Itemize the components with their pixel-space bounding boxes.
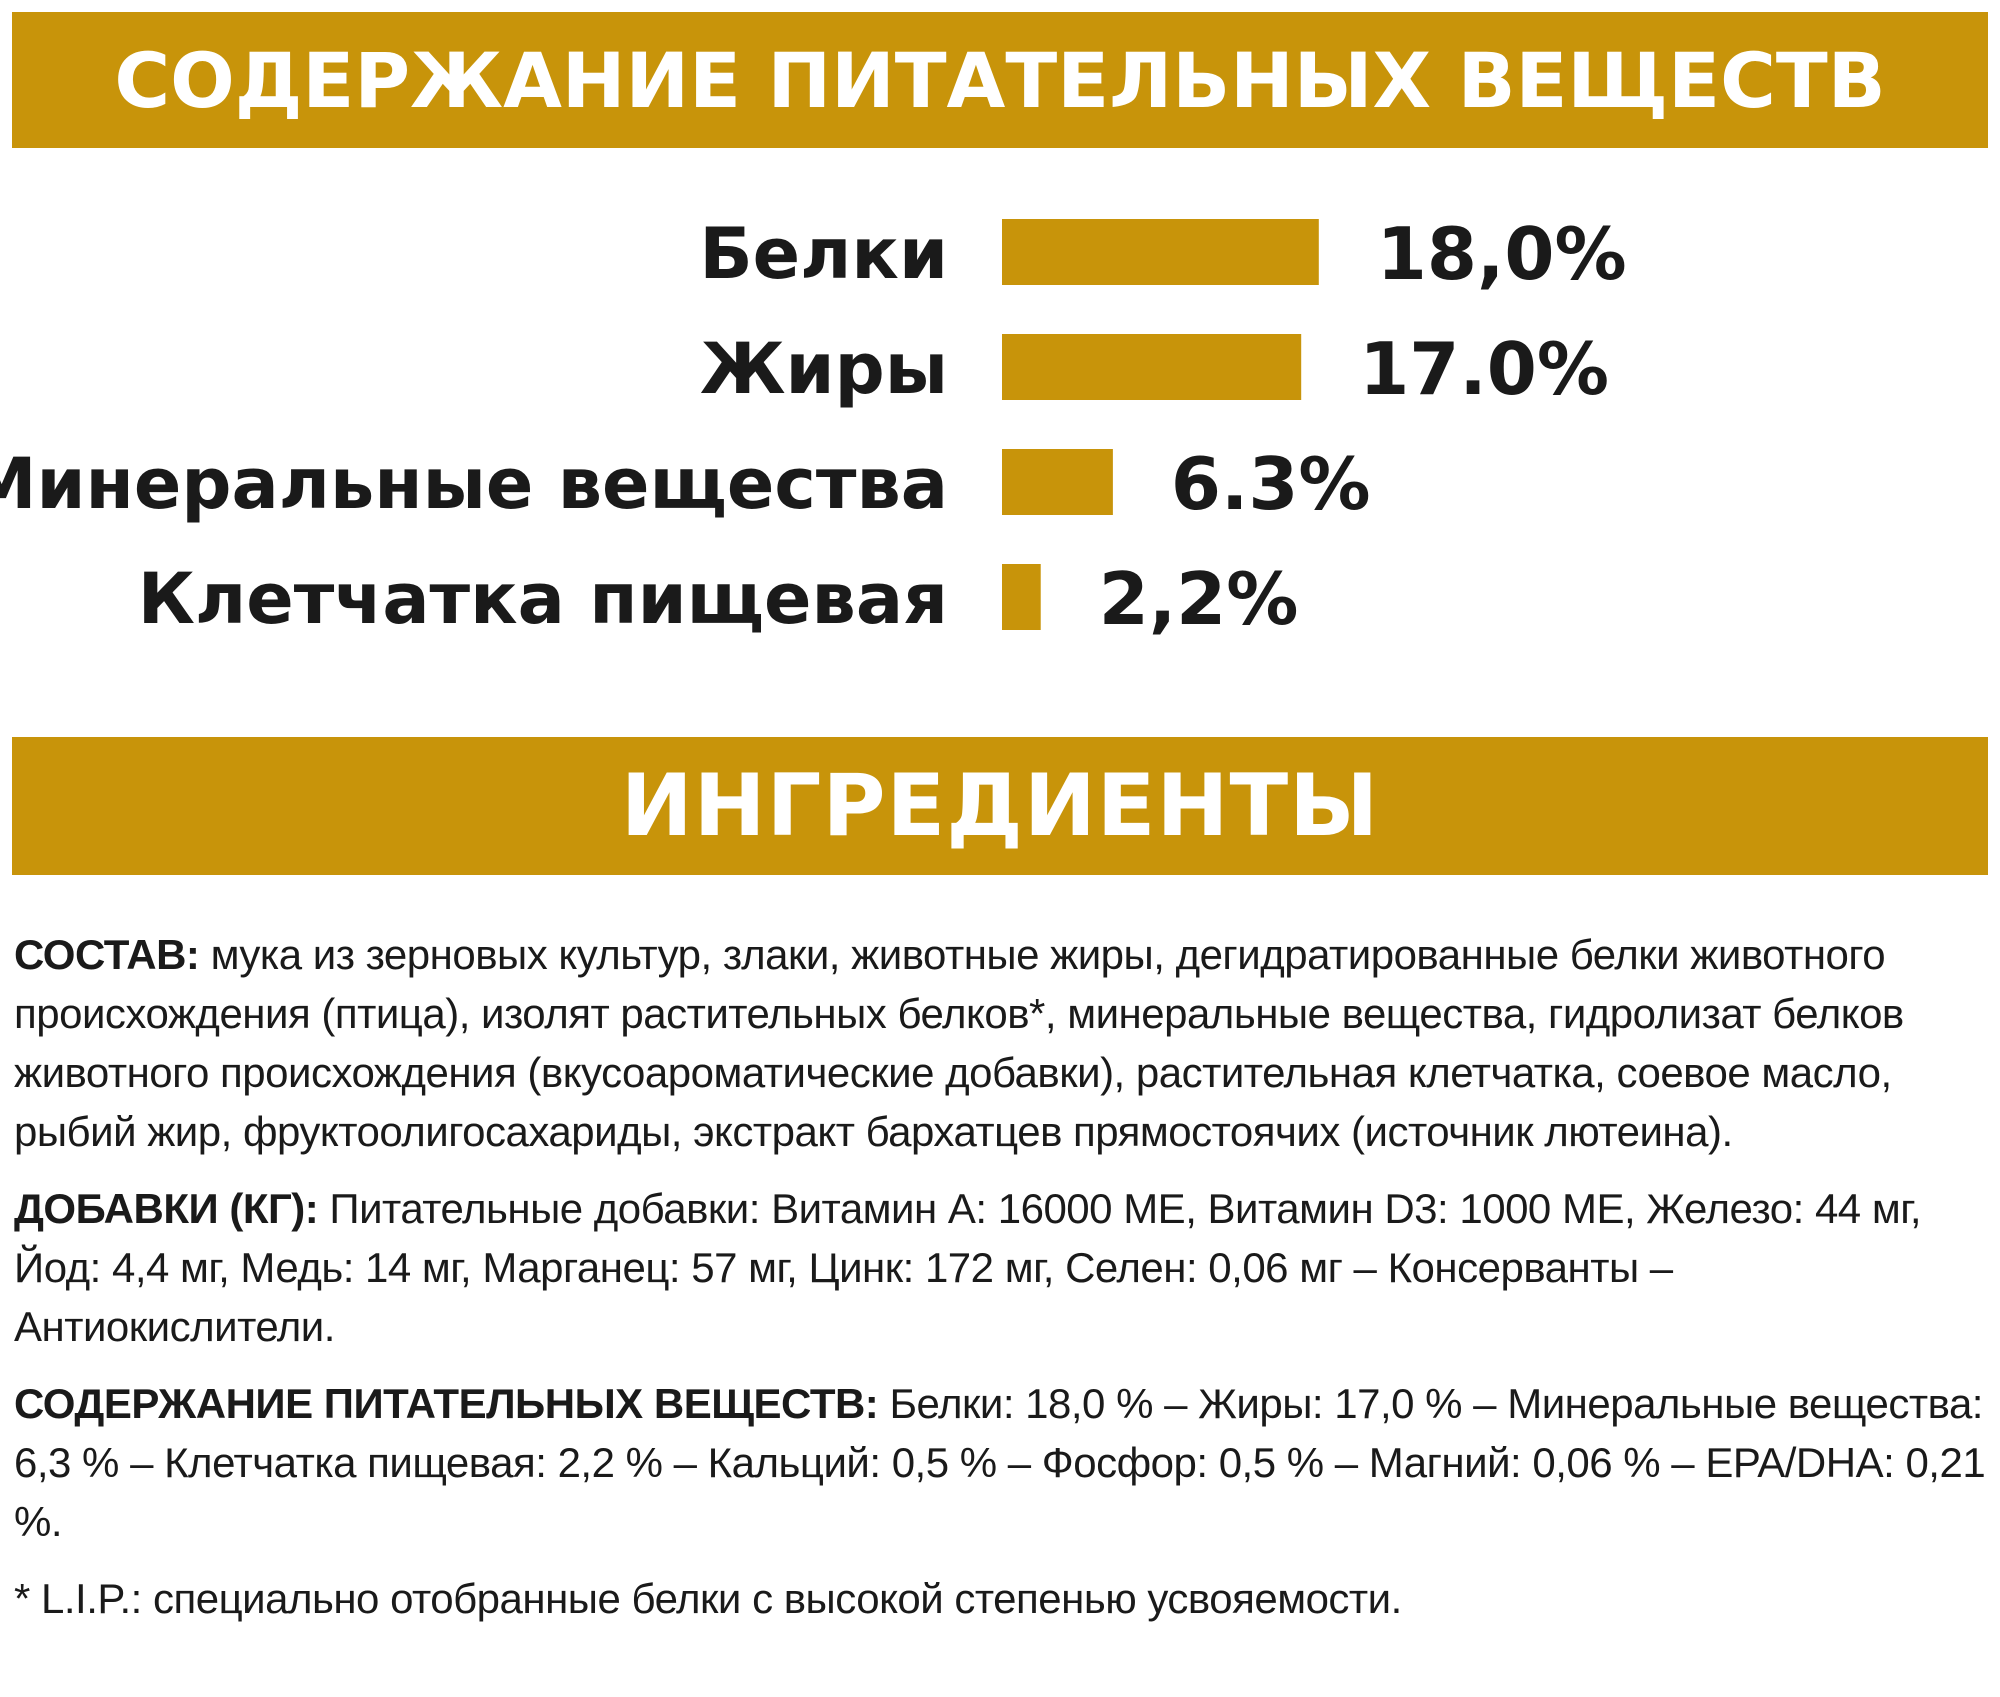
ingredients-header: ИНГРЕДИЕНТЫ (12, 737, 1988, 875)
bar (1002, 219, 1319, 285)
nutrients-label: СОДЕРЖАНИЕ ПИТАТЕЛЬНЫХ ВЕЩЕСТВ: (14, 1380, 879, 1427)
category-label: Клетчатка пищевая (138, 558, 948, 640)
bar (1002, 564, 1041, 630)
additives-paragraph: ДОБАВКИ (КГ): Питательные добавки: Витам… (14, 1179, 1989, 1356)
composition-text: мука из зерновых культур, злаки, животны… (14, 931, 1904, 1155)
composition-paragraph: СОСТАВ: мука из зерновых культур, злаки,… (14, 925, 1989, 1161)
additives-text: Питательные добавки: Витамин А: 16000 МЕ… (14, 1185, 1922, 1350)
composition-label: СОСТАВ: (14, 931, 200, 978)
nutrient-bar-chart: Белки 18,0% Жиры 17.0% Минеральные вещества 6… (0, 212, 1627, 641)
nutrients-header: СОДЕРЖАНИЕ ПИТАТЕЛЬНЫХ ВЕЩЕСТВ (12, 12, 1988, 148)
value-label: 2,2% (1099, 557, 1299, 641)
category-label: Белки (699, 213, 948, 295)
bar (1002, 449, 1113, 515)
category-label: Жиры (700, 328, 948, 410)
bar (1002, 334, 1302, 400)
additives-label: ДОБАВКИ (КГ): (14, 1185, 319, 1232)
ingredients-text: СОСТАВ: мука из зерновых культур, злаки,… (14, 925, 1989, 1646)
footnote: * L.I.P.: специально отобранные белки с … (14, 1575, 1402, 1622)
value-label: 17.0% (1359, 327, 1609, 411)
nutrients-text: Белки: 18,0 % – Жиры: 17,0 % – Минеральн… (14, 1380, 1986, 1545)
nutrients-paragraph: СОДЕРЖАНИЕ ПИТАТЕЛЬНЫХ ВЕЩЕСТВ: Белки: 1… (14, 1374, 1989, 1551)
value-label: 6.3% (1171, 442, 1371, 526)
category-label: Минеральные вещества (0, 443, 948, 525)
value-label: 18,0% (1377, 212, 1627, 296)
